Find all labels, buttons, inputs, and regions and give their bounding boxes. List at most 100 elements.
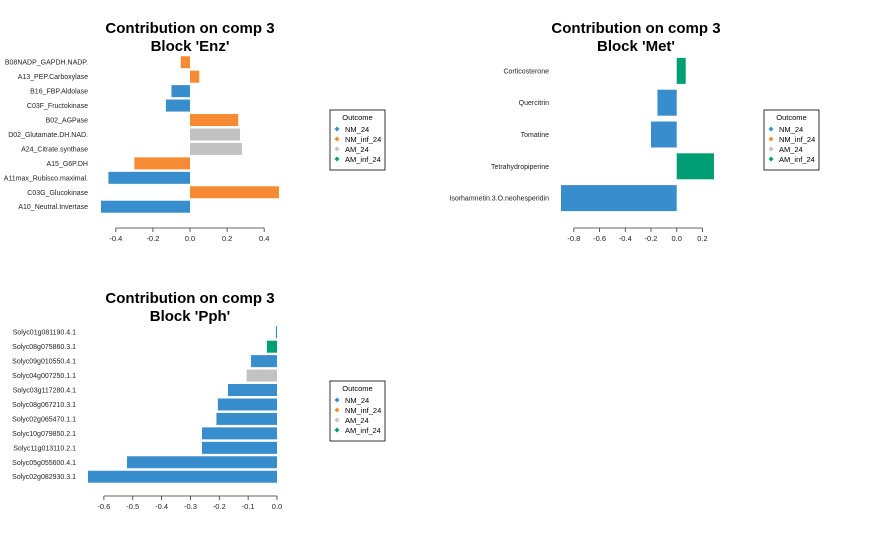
bar-label: Solyc08g067210.3.1 xyxy=(12,402,76,409)
chart-title: Contribution on comp 3 xyxy=(551,20,720,37)
x-tick-label: 0.2 xyxy=(697,234,707,243)
bar xyxy=(190,70,200,83)
chart-title: Contribution on comp 3 xyxy=(105,290,274,307)
legend-item-label: AM_24 xyxy=(345,416,369,425)
legend-marker xyxy=(768,126,774,132)
bar-label: B16_FBP.Aldolase xyxy=(30,89,88,96)
bar xyxy=(101,200,190,213)
bar xyxy=(651,121,677,148)
bar-label: Isorhamnetin.3.O.neohesperidin xyxy=(449,196,549,203)
x-tick-label: -0.2 xyxy=(146,234,159,243)
bar xyxy=(657,89,677,116)
legend-item-label: NM_inf_24 xyxy=(779,135,815,144)
x-tick-label: -0.1 xyxy=(242,502,255,511)
bar xyxy=(275,326,277,339)
legend-marker xyxy=(334,427,340,433)
legend-title: Outcome xyxy=(342,113,372,122)
bar-label: Solyc02g082930.3.1 xyxy=(12,474,76,481)
chart-subtitle: Block 'Pph' xyxy=(150,308,230,325)
bar xyxy=(108,171,190,184)
legend-marker xyxy=(768,146,774,152)
bar xyxy=(190,128,241,141)
bar xyxy=(227,384,277,397)
legend-marker xyxy=(334,126,340,132)
bar-label: Tomatine xyxy=(521,132,550,139)
bar-label: C03F_Fructokinase xyxy=(27,103,88,110)
bar-label: Solyc10g079850.2.1 xyxy=(12,431,76,438)
legend-item-label: NM_inf_24 xyxy=(345,135,381,144)
x-tick-label: -0.6 xyxy=(97,502,110,511)
x-tick-label: -0.8 xyxy=(567,234,580,243)
legend-item-label: NM_24 xyxy=(345,396,369,405)
legend-marker xyxy=(334,156,340,162)
x-tick-label: -0.6 xyxy=(593,234,606,243)
legend-title: Outcome xyxy=(776,113,806,122)
legend-item-label: NM_inf_24 xyxy=(345,406,381,415)
x-tick-label: -0.4 xyxy=(619,234,632,243)
bar xyxy=(676,57,686,84)
bar-label: A13_PEP.Carboxylase xyxy=(18,74,88,81)
bar-label: Tetrahydropiperine xyxy=(491,164,549,171)
legend-marker xyxy=(334,417,340,423)
bar xyxy=(201,427,277,440)
bar-label: Solyc05g055600.4.1 xyxy=(12,460,76,467)
legend-item-label: NM_24 xyxy=(345,125,369,134)
x-tick-label: -0.5 xyxy=(126,502,139,511)
bar xyxy=(217,398,277,411)
x-tick-label: -0.4 xyxy=(109,234,122,243)
bar-label: Solyc03g117280.4.1 xyxy=(13,388,76,395)
bar-label: Solyc08g075860.3.1 xyxy=(12,344,76,351)
bar xyxy=(251,355,277,368)
legend-item-label: AM_inf_24 xyxy=(345,155,381,164)
legend-box xyxy=(329,109,386,171)
bar xyxy=(190,114,239,127)
x-tick-label: -0.2 xyxy=(645,234,658,243)
legend-title: Outcome xyxy=(342,384,372,393)
legend-item-label: AM_inf_24 xyxy=(779,155,815,164)
bar-label: Solyc11g013110.2.1 xyxy=(13,445,76,452)
legend-marker xyxy=(768,156,774,162)
chart-subtitle: Block 'Enz' xyxy=(151,38,230,55)
bar xyxy=(676,153,714,180)
x-tick-label: 0.4 xyxy=(259,234,269,243)
legend-box xyxy=(763,109,820,171)
bar-label: C03G_Glucokinase xyxy=(27,190,88,197)
legend-marker xyxy=(334,397,340,403)
bar-label: Solyc02g065470.1.1 xyxy=(12,416,76,423)
bar-label: A10_Neutral.Invertase xyxy=(18,204,88,211)
bar-label: D02_Glutamate.DH.NAD. xyxy=(8,132,88,139)
x-tick-label: 0.0 xyxy=(185,234,195,243)
legend-marker xyxy=(334,407,340,413)
x-tick-label: -0.3 xyxy=(184,502,197,511)
x-tick-label: -0.4 xyxy=(155,502,168,511)
bar-label: A24_Citrate.synthase xyxy=(21,146,88,153)
legend-item-label: AM_24 xyxy=(779,145,803,154)
bar-label: B02_AGPase xyxy=(46,118,89,125)
bar xyxy=(126,456,278,469)
bar-label: A15_G6P.DH xyxy=(46,161,88,168)
legend-box xyxy=(329,380,386,442)
x-tick-label: 0.0 xyxy=(671,234,681,243)
x-tick-label: 0.0 xyxy=(272,502,282,511)
bar-label: B08NADP_GAPDH.NADP. xyxy=(5,60,88,67)
legend-marker xyxy=(334,146,340,152)
legend-marker xyxy=(768,136,774,142)
bar-label: Solyc01g081190.4.1 xyxy=(13,330,76,337)
bar-label: Solyc09g010550.4.1 xyxy=(12,359,76,366)
bar xyxy=(171,85,190,98)
bar xyxy=(180,56,190,69)
bar xyxy=(134,157,190,170)
chart-title: Contribution on comp 3 xyxy=(105,20,274,37)
bar xyxy=(190,186,279,199)
bar-label: Quercitrin xyxy=(519,100,549,107)
bar xyxy=(201,441,277,454)
x-tick-label: 0.2 xyxy=(222,234,232,243)
x-tick-label: -0.2 xyxy=(213,502,226,511)
legend-marker xyxy=(334,136,340,142)
